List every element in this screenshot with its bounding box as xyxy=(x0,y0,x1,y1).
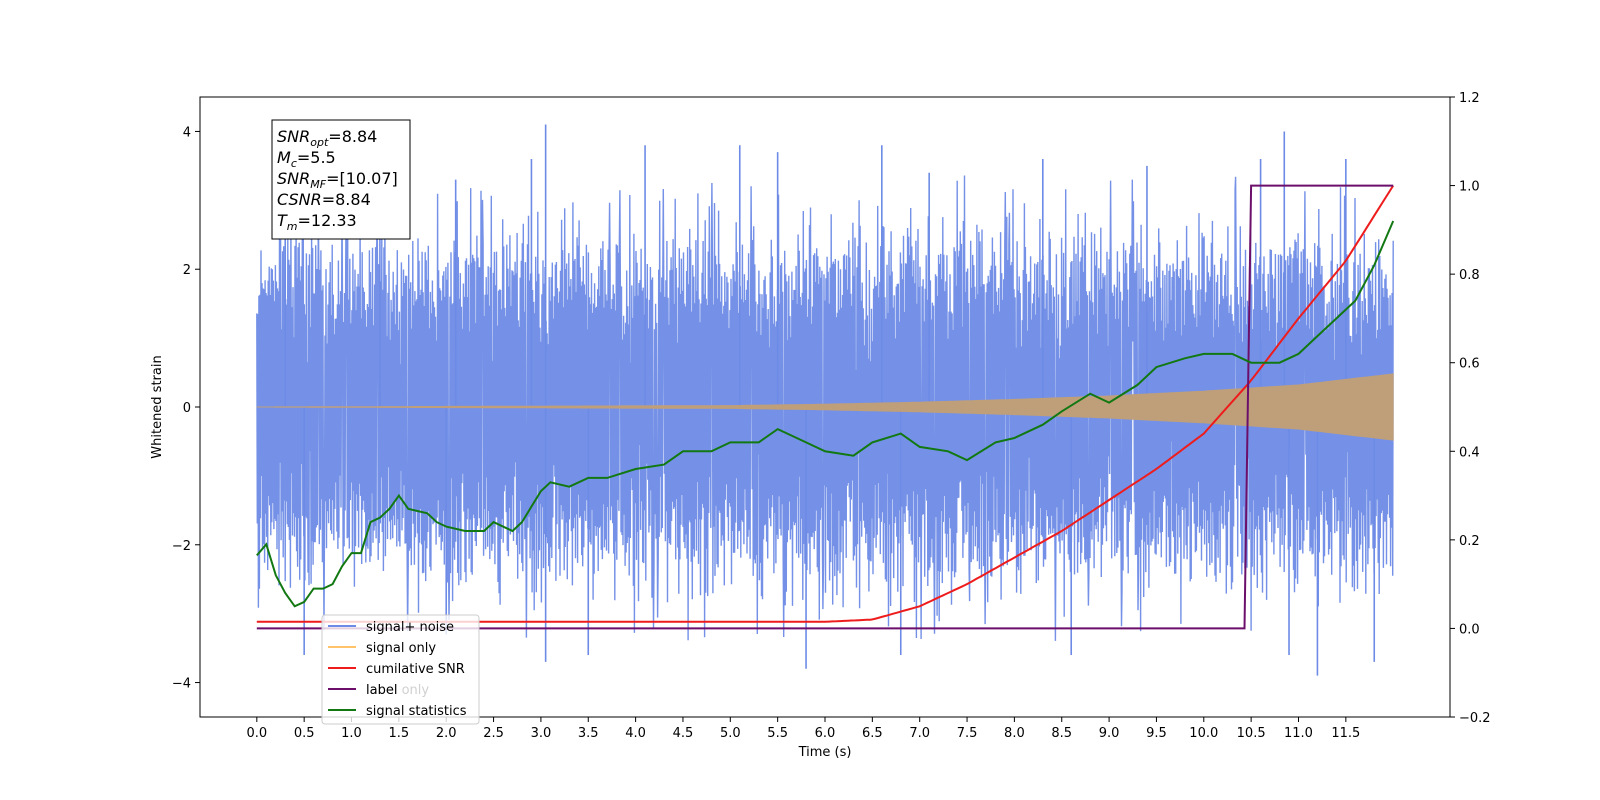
x-tick-label: 7.5 xyxy=(957,726,978,741)
legend-entry-label: signal statistics xyxy=(366,704,467,719)
series-signal-statistics-line xyxy=(256,220,1395,608)
y-left-tick-label: 4 xyxy=(183,125,191,140)
info-symbol: M xyxy=(277,148,291,167)
series-signal-only-band xyxy=(256,373,1394,441)
x-tick-label: 9.0 xyxy=(1099,726,1120,741)
axes: 0.0 0.5 1.0 1.5 2.0 2.5 3.0 3.5 4.0 4.5 5.0 5.5 6.0 6… xyxy=(172,91,1491,741)
info-value: =8.84 xyxy=(328,127,377,146)
legend-entry-label: cumilative SNR xyxy=(366,662,465,677)
x-tick-label: 5.0 xyxy=(720,726,741,741)
x-tick-label: 0.0 xyxy=(246,726,267,741)
y-axis-label-left: Whitened strain xyxy=(150,355,165,458)
info-box: SNRopt=8.84Mc=5.5SNRMF=[10.07]CSNR=8.84T… xyxy=(271,119,411,240)
y-right-tick-label: 0.4 xyxy=(1459,445,1480,460)
info-box-line: Mc=5.5 xyxy=(277,148,336,170)
y-right-tick-label: −0.2 xyxy=(1459,711,1491,726)
x-tick-label: 4.5 xyxy=(673,726,694,741)
x-tick-label: 8.5 xyxy=(1051,726,1072,741)
y-right-tick-label: 0.0 xyxy=(1459,622,1480,637)
info-value: =8.84 xyxy=(322,190,371,209)
x-tick-label: 3.0 xyxy=(531,726,552,741)
x-tick-label: 11.5 xyxy=(1331,726,1360,741)
info-subscript: m xyxy=(287,220,298,233)
info-box-line: SNRMF=[10.07] xyxy=(277,169,398,191)
x-tick-label: 8.0 xyxy=(1004,726,1025,741)
info-subscript: MF xyxy=(310,178,326,191)
x-tick-label: 10.5 xyxy=(1237,726,1266,741)
x-axis-label: Time (s) xyxy=(798,745,852,760)
plot-area xyxy=(256,124,1395,676)
y-right-tick-label: 0.2 xyxy=(1459,534,1480,549)
legend-entry-label: signal only xyxy=(366,641,436,656)
info-subscript: c xyxy=(291,157,297,170)
legend-ghost-text: label only xyxy=(366,683,429,698)
legend-frame xyxy=(321,614,480,725)
info-subscript: opt xyxy=(310,136,329,149)
x-tick-label: 6.0 xyxy=(815,726,836,741)
x-tick-label: 6.5 xyxy=(862,726,883,741)
x-tick-label: 7.0 xyxy=(909,726,930,741)
y-left-tick-label: 2 xyxy=(183,263,191,278)
info-box-line: Tm=12.33 xyxy=(277,211,357,233)
info-symbol: SNR xyxy=(277,127,310,146)
legend-entry-label: label xyxy=(366,683,397,698)
info-symbol: CSNR xyxy=(277,190,322,209)
y-left-tick-label: −4 xyxy=(172,677,191,692)
y-right-tick-label: 0.6 xyxy=(1459,357,1480,372)
y-left-tick-label: −2 xyxy=(172,539,191,554)
series-label-line xyxy=(256,184,1394,630)
info-box-line: CSNR=8.84 xyxy=(277,190,371,209)
info-value: =12.33 xyxy=(298,211,357,230)
y-left-tick-label: 0 xyxy=(183,401,191,416)
x-tick-label: 2.5 xyxy=(483,726,504,741)
info-symbol: SNR xyxy=(277,169,310,188)
x-tick-label: 2.0 xyxy=(436,726,457,741)
x-tick-label: 10.0 xyxy=(1189,726,1218,741)
info-box-line: SNRopt=8.84 xyxy=(277,127,377,149)
x-tick-label: 4.0 xyxy=(625,726,646,741)
y-right-tick-label: 0.8 xyxy=(1459,268,1480,283)
info-box-frame xyxy=(271,119,411,240)
info-value: =5.5 xyxy=(297,148,336,167)
x-tick-label: 1.5 xyxy=(389,726,410,741)
x-tick-label: 3.5 xyxy=(578,726,599,741)
legend: label only signal+ noise signal only cumila… xyxy=(321,614,480,725)
x-tick-label: 11.0 xyxy=(1284,726,1313,741)
x-tick-label: 9.5 xyxy=(1146,726,1167,741)
x-tick-label: 5.5 xyxy=(767,726,788,741)
y-right-tick-label: 1.0 xyxy=(1459,180,1480,195)
legend-entry-label: signal+ noise xyxy=(366,620,454,635)
y-right-tick-label: 1.2 xyxy=(1459,91,1480,106)
info-value: =[10.07] xyxy=(326,169,398,188)
x-tick-label: 1.0 xyxy=(341,726,362,741)
info-symbol: T xyxy=(277,211,288,230)
x-tick-label: 0.5 xyxy=(294,726,315,741)
